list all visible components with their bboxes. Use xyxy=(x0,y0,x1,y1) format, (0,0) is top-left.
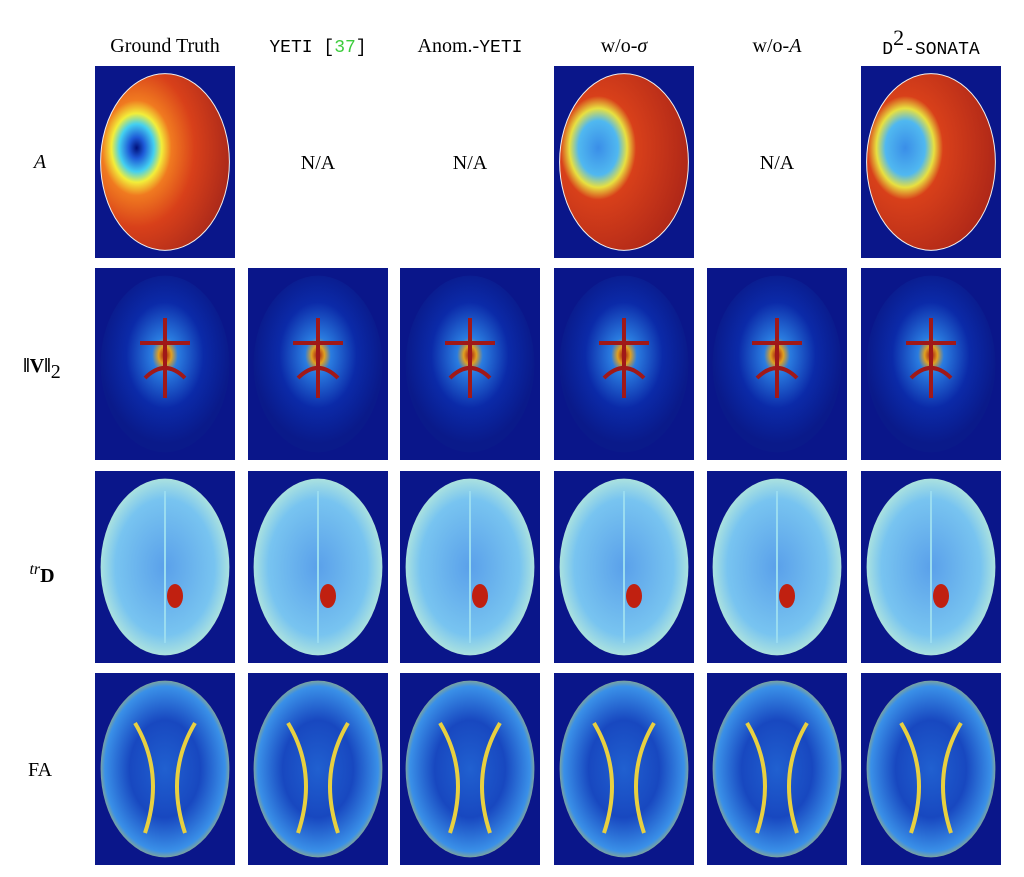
image xyxy=(400,471,540,663)
row-label: ‖V‖2 xyxy=(23,355,60,383)
image xyxy=(861,66,1001,258)
brain xyxy=(866,73,996,251)
image xyxy=(248,471,388,663)
column-header: Anom.-YETI xyxy=(418,35,523,58)
row-label: FA xyxy=(28,759,53,781)
image xyxy=(248,268,388,460)
tracts xyxy=(286,721,350,834)
brain xyxy=(253,680,383,858)
na-label: N/A xyxy=(301,152,336,174)
hotspot xyxy=(626,584,642,608)
tracts xyxy=(133,721,197,834)
tracts xyxy=(899,721,963,834)
image xyxy=(400,673,540,865)
brain xyxy=(559,73,689,251)
brain xyxy=(405,680,535,858)
image xyxy=(248,673,388,865)
hotspot xyxy=(779,584,795,608)
header-part: ] xyxy=(356,38,367,58)
brain xyxy=(866,680,996,858)
header-part: 2 xyxy=(893,25,904,50)
header-part: YETI xyxy=(479,38,522,58)
image xyxy=(707,673,847,865)
row-label: trD xyxy=(29,561,54,587)
column-header: w/o-A xyxy=(753,35,803,57)
header-part: D xyxy=(882,40,893,60)
vessels xyxy=(906,318,956,398)
image xyxy=(554,673,694,865)
tracts xyxy=(745,721,809,834)
header-part: w/o- xyxy=(753,35,790,57)
brain xyxy=(559,680,689,858)
brain xyxy=(100,680,230,858)
vessels xyxy=(445,318,495,398)
vessels xyxy=(293,318,343,398)
label-part: D xyxy=(40,565,54,587)
row-label: A xyxy=(32,151,47,173)
image xyxy=(554,66,694,258)
brain xyxy=(712,680,842,858)
column-header: Ground Truth xyxy=(110,35,219,57)
tracts xyxy=(592,721,656,834)
image xyxy=(95,673,235,865)
header-part: Anom.- xyxy=(418,35,480,57)
na-label: N/A xyxy=(453,152,488,174)
cells: N/A N/A N/A xyxy=(95,66,1001,865)
label-part: 2 xyxy=(51,361,61,383)
hotspot xyxy=(933,584,949,608)
hotspot xyxy=(472,584,488,608)
image xyxy=(554,268,694,460)
column-header: w/o-σ xyxy=(601,35,649,57)
image xyxy=(861,471,1001,663)
hotspot xyxy=(320,584,336,608)
image xyxy=(95,471,235,663)
image xyxy=(861,673,1001,865)
header-part: w/o- xyxy=(601,35,638,57)
header-part: -SONATA xyxy=(904,40,980,60)
citation[interactable]: 37 xyxy=(334,38,356,58)
image xyxy=(707,268,847,460)
image xyxy=(95,268,235,460)
column-header: YETI [37] xyxy=(269,38,366,58)
column-header: D2-SONATA xyxy=(882,25,980,60)
hotspot xyxy=(167,584,183,608)
header-part: σ xyxy=(637,35,648,57)
row-labels: A ‖V‖2 trD FA xyxy=(23,151,60,781)
image xyxy=(554,471,694,663)
image xyxy=(861,268,1001,460)
column-headers: Ground Truth YETI [37] Anom.-YETI w/o-σ … xyxy=(110,25,980,60)
na-label: N/A xyxy=(760,152,795,174)
tracts xyxy=(438,721,502,834)
vessels xyxy=(599,318,649,398)
image xyxy=(707,471,847,663)
vessels xyxy=(752,318,802,398)
header-part: YETI [ xyxy=(269,38,334,58)
brain xyxy=(100,73,230,251)
label-part: tr xyxy=(29,561,40,578)
image xyxy=(400,268,540,460)
image xyxy=(95,66,235,258)
label-part: ‖V‖ xyxy=(23,355,50,377)
vessels xyxy=(140,318,190,398)
header-part: A xyxy=(787,35,802,57)
